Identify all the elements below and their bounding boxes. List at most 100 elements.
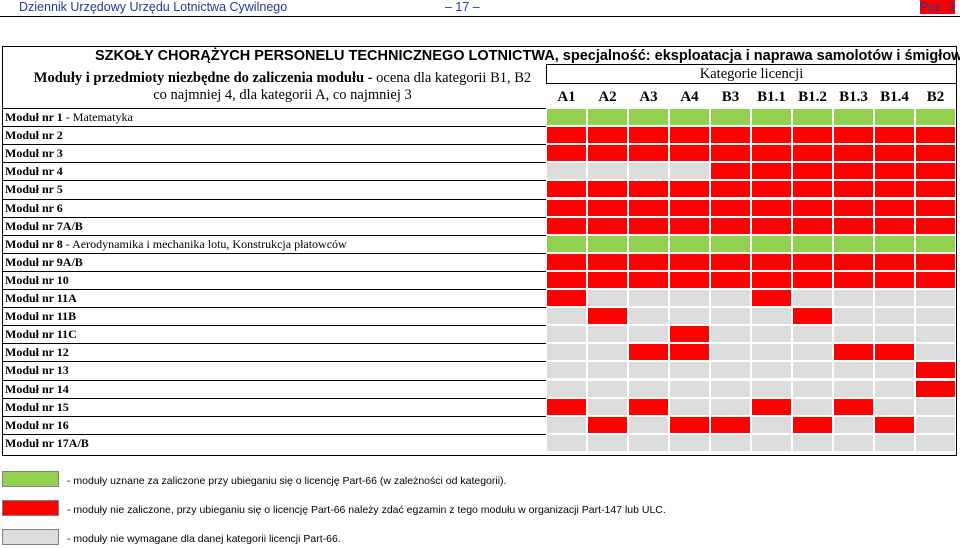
row-divider [2,126,547,128]
grid-cell [751,234,792,253]
grid-cell [546,144,587,163]
grid-cell [874,234,915,253]
grid-cell [874,270,915,289]
grid-cell [710,325,751,344]
grid-cell [710,379,751,398]
grid-cell [710,307,751,326]
module-subject: - Matematyka [62,110,133,124]
grid-cell [792,216,833,235]
category-code-a3: A3 [639,89,658,105]
grid-cell [669,180,710,199]
grid-cell [833,234,874,253]
grid-cell [546,216,587,235]
grid-cell [628,198,669,217]
grid-cell [546,126,587,145]
grid-cell [915,379,956,398]
grid-cell [792,162,833,181]
module-label: Moduł nr 8 - Aerodynamika i mechanika lo… [5,235,347,253]
grid-cell [751,108,792,126]
grid-cell [628,216,669,235]
grid-cell [915,108,956,126]
grid-cell [710,433,751,452]
grid-cell [546,198,587,217]
grid-cell [751,343,792,362]
row-divider [2,198,547,200]
row-divider [2,270,547,272]
module-subject: - Aerodynamika i mechanika lotu, Konstru… [62,236,347,251]
grid-cell [915,325,956,344]
header-journal-title: Dziennik Urzędowy Urzędu Lotnictwa Cywil… [19,0,288,14]
category-codes: A1 A2 A3 A4 B3 B1.1 B1.2 B1.3 B1.4 B2 [546,87,960,107]
grid-cell [915,144,956,163]
grid-cell [710,234,751,253]
grid-cell [874,289,915,307]
module-number: Moduł nr 11B [5,309,77,324]
grid-cell [833,252,874,271]
module-number: Moduł nr 14 [5,381,69,396]
grid-cell [751,361,792,380]
grid-cell [833,379,874,398]
grid-cell [628,252,669,271]
grid-cell [628,415,669,434]
grid-cell [751,325,792,344]
module-label: Moduł nr 1 - Matematyka [5,108,133,126]
row-divider [2,289,547,290]
grid-cell [669,108,710,126]
grid-cell [751,252,792,271]
grid-cell [710,180,751,199]
module-label: Moduł nr 6 [5,199,63,217]
legend-text: - moduły nie zaliczone, przy ubieganiu s… [67,504,666,516]
grid-cell [833,198,874,217]
grid-cell [587,361,628,380]
row-divider [2,108,547,109]
table-frame [2,46,957,456]
categories-header: Kategorie licencji [546,64,957,84]
grid-cell [915,180,956,199]
grid-cell [751,144,792,163]
row-divider [2,162,547,164]
grid-cell [546,343,587,362]
row-divider [2,379,547,381]
grid-cell [792,234,833,253]
grid-cell [874,415,915,434]
module-label: Moduł nr 11B [5,307,76,325]
grid-cell [915,361,956,380]
grid-cell [792,343,833,362]
page-header: Dziennik Urzędowy Urzędu Lotnictwa Cywil… [0,0,960,16]
module-label: Moduł nr 14 [5,380,69,398]
module-label: Moduł nr 9A/B [5,253,83,271]
module-label: Moduł nr 15 [5,398,69,416]
grid-cell [546,307,587,326]
category-code-b1-3: B1.3 [839,89,868,105]
category-code-b1-1: B1.1 [757,89,786,105]
grid-cell [710,108,751,126]
category-code-a2: A2 [598,89,617,105]
grid-cell [628,234,669,253]
grid-cell [587,289,628,307]
grid-cell [710,415,751,434]
category-code-a1: A1 [557,89,576,105]
grid-cell [833,343,874,362]
grid-cell [710,126,751,145]
module-number: Moduł nr 2 [5,128,63,143]
module-number: Moduł nr 11A [5,291,77,305]
grid-cell [587,325,628,344]
grid-cell [915,343,956,362]
grid-cell [751,126,792,145]
grid-cell [915,162,956,181]
grid-cell [874,343,915,362]
grid-cell [792,108,833,126]
grid-cell [833,325,874,344]
grid-cell [546,289,587,307]
grid-cell [751,270,792,289]
grid-cell [546,180,587,199]
grid-cell [628,343,669,362]
grid-cell [546,162,587,181]
module-number: Moduł nr 1 [5,110,63,124]
grid-cell [792,270,833,289]
module-label: Moduł nr 5 [5,180,63,198]
grid-cell [669,216,710,235]
category-code-a4: A4 [680,89,699,105]
grid-cell [669,415,710,434]
grid-cell [628,433,669,452]
